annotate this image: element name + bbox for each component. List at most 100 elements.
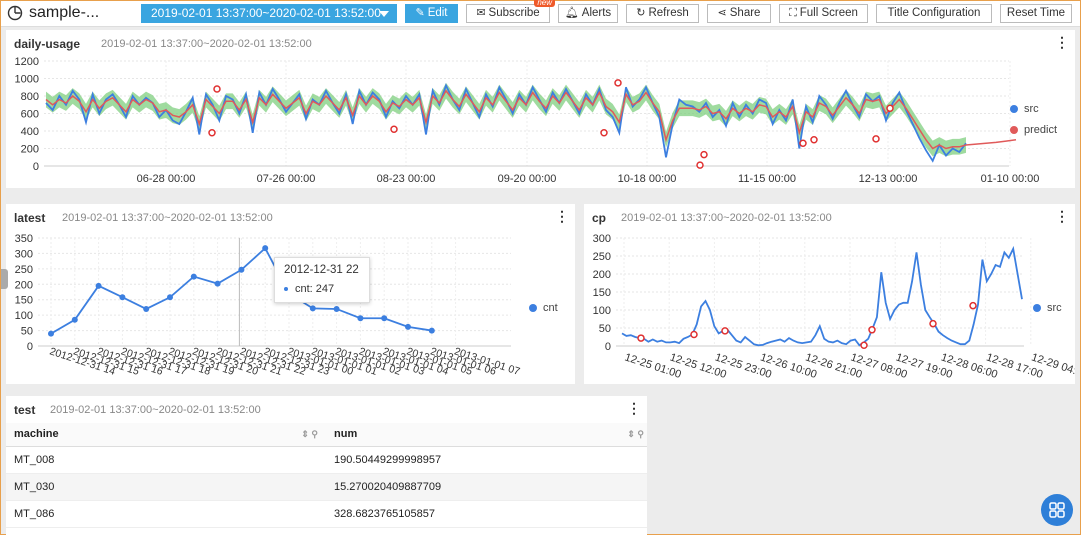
column-header-label: num xyxy=(334,428,358,441)
refresh-button[interactable]: ↻ Refresh xyxy=(626,4,699,23)
anomaly-marker xyxy=(690,330,698,339)
more-icon[interactable]: ⋮ xyxy=(555,208,569,224)
legend-item-predict[interactable]: predict xyxy=(1010,124,1057,136)
table-row[interactable]: MT_086 328.6823765105857 xyxy=(6,500,647,528)
test-panel: test 2019-02-01 13:37:00~2020-02-01 13:5… xyxy=(6,396,647,535)
subscribe-label: Subscribe xyxy=(488,7,540,19)
refresh-icon: ↻ xyxy=(636,7,646,19)
edit-label: Edit xyxy=(427,7,448,19)
panel-time-range: 2019-02-01 13:37:00~2020-02-01 13:52:00 xyxy=(101,38,312,50)
alerts-label: Alerts xyxy=(581,7,612,19)
panel-title: latest xyxy=(14,211,46,225)
daily-usage-chart: 0 200 400 600 800 1000 1200 06-28 00:00 07-26 00… xyxy=(15,56,1040,185)
y-tick-label: 0 xyxy=(605,341,611,353)
anomaly-marker xyxy=(929,319,937,328)
y-tick-label: 100 xyxy=(593,305,611,317)
more-icon[interactable]: ⋮ xyxy=(1055,208,1069,224)
y-tick-label: 350 xyxy=(15,233,33,245)
anomaly-marker xyxy=(700,150,708,159)
reset-time-button[interactable]: Reset Time xyxy=(1000,4,1072,23)
bell-icon: 🔔︎ xyxy=(564,7,579,19)
fullscreen-icon: ⛶ xyxy=(789,7,797,19)
table-row[interactable]: MT_030 15.270020409887709 xyxy=(6,473,647,501)
latest-panel: latest 2019-02-01 13:37:00~2020-02-01 13… xyxy=(6,204,575,384)
x-tick-label: 12-13 00:00 xyxy=(859,173,918,185)
anomaly-marker xyxy=(860,341,868,350)
column-header-machine[interactable]: machine ⇕ ⚲ xyxy=(6,423,326,447)
data-point xyxy=(405,323,411,330)
column-header-label: machine xyxy=(14,428,59,441)
dashboard-icon xyxy=(7,5,23,21)
edit-icon: ✎ xyxy=(415,7,425,19)
edit-button[interactable]: ✎ Edit xyxy=(405,4,458,23)
cell-machine: MT_030 xyxy=(6,473,326,501)
cell-machine: MT_086 xyxy=(6,500,326,528)
panel-title: test xyxy=(14,403,36,417)
x-tick-label: 09-20 00:00 xyxy=(498,173,557,185)
y-tick-label: 800 xyxy=(21,91,39,103)
tooltip-value: cnt: 247 xyxy=(295,283,335,295)
data-point xyxy=(167,294,173,301)
share-button[interactable]: ⋖ Share xyxy=(707,4,771,23)
daily-usage-panel: daily-usage 2019-02-01 13:37:00~2020-02-… xyxy=(6,30,1075,188)
series-line-src xyxy=(45,83,967,163)
reset-time-label: Reset Time xyxy=(1006,7,1066,19)
more-icon[interactable]: ⋮ xyxy=(1055,34,1069,50)
data-point xyxy=(238,266,245,273)
cell-num: 15.270020409887709 xyxy=(326,473,647,501)
table-row[interactable]: MT_008 190.50449299998957 xyxy=(6,446,647,474)
series-line-src xyxy=(621,245,1023,347)
side-panel-handle[interactable] xyxy=(1,269,8,289)
y-tick-label: 300 xyxy=(593,233,611,245)
x-tick-label: 08-23 00:00 xyxy=(377,173,436,185)
y-tick-label: 300 xyxy=(15,248,33,260)
sort-icon[interactable]: ⇕ ⚲ xyxy=(301,429,318,439)
anomaly-marker xyxy=(208,129,216,137)
anomaly-marker xyxy=(886,104,894,112)
legend-item-cnt[interactable]: cnt xyxy=(529,302,558,314)
title-configuration-button[interactable]: Title Configuration xyxy=(876,4,992,23)
more-icon[interactable]: ⋮ xyxy=(627,400,641,416)
y-tick-label: 150 xyxy=(15,295,33,307)
time-range-picker[interactable]: 2019-02-01 13:37:00~2020-02-01 13:52:00 xyxy=(141,4,397,23)
anomaly-marker xyxy=(868,326,876,334)
data-point xyxy=(95,282,102,289)
anomaly-marker xyxy=(721,327,729,335)
refresh-label: Refresh xyxy=(648,7,689,19)
sort-icon[interactable]: ⇕ ⚲ xyxy=(627,429,644,439)
anomaly-marker xyxy=(637,334,645,342)
dashboard-title-text: sample-... xyxy=(29,4,100,21)
grid-icon xyxy=(1049,502,1065,518)
y-tick-label: 600 xyxy=(21,109,39,121)
prediction-band xyxy=(46,82,966,157)
grid-menu-button[interactable] xyxy=(1041,494,1073,526)
subscribe-button[interactable]: ✉ Subscribe new xyxy=(466,0,555,23)
data-point xyxy=(190,273,197,280)
tooltip-title: 2012-12-31 22 xyxy=(284,264,359,276)
anomaly-marker xyxy=(969,301,977,310)
legend-label: src xyxy=(1024,103,1039,115)
data-point xyxy=(48,330,54,337)
data-point xyxy=(381,315,388,322)
new-badge: new xyxy=(534,0,555,7)
legend-item-src[interactable]: src xyxy=(1033,302,1062,314)
data-point xyxy=(262,245,269,252)
y-tick-label: 200 xyxy=(15,279,33,291)
cell-num: 190.50449299998957 xyxy=(326,446,647,474)
y-tick-label: 50 xyxy=(599,323,611,335)
chart-tooltip: 2012-12-31 22 cnt: 247 xyxy=(274,257,370,303)
legend-item-src[interactable]: src xyxy=(1010,103,1039,115)
legend-dot xyxy=(1010,105,1018,113)
x-tick-label: 07-26 00:00 xyxy=(257,173,316,185)
anomaly-marker xyxy=(810,136,818,144)
data-point xyxy=(214,280,221,287)
legend-dot xyxy=(529,304,537,312)
alerts-button[interactable]: 🔔︎ Alerts xyxy=(558,4,618,23)
column-header-num[interactable]: num ⇕ ⚲ xyxy=(326,423,647,447)
table-header-row: machine ⇕ ⚲ num ⇕ ⚲ xyxy=(6,423,647,447)
anomaly-marker xyxy=(872,135,880,143)
full-screen-button[interactable]: ⛶ Full Screen xyxy=(779,4,868,23)
panel-time-range: 2019-02-01 13:37:00~2020-02-01 13:52:00 xyxy=(62,212,273,224)
